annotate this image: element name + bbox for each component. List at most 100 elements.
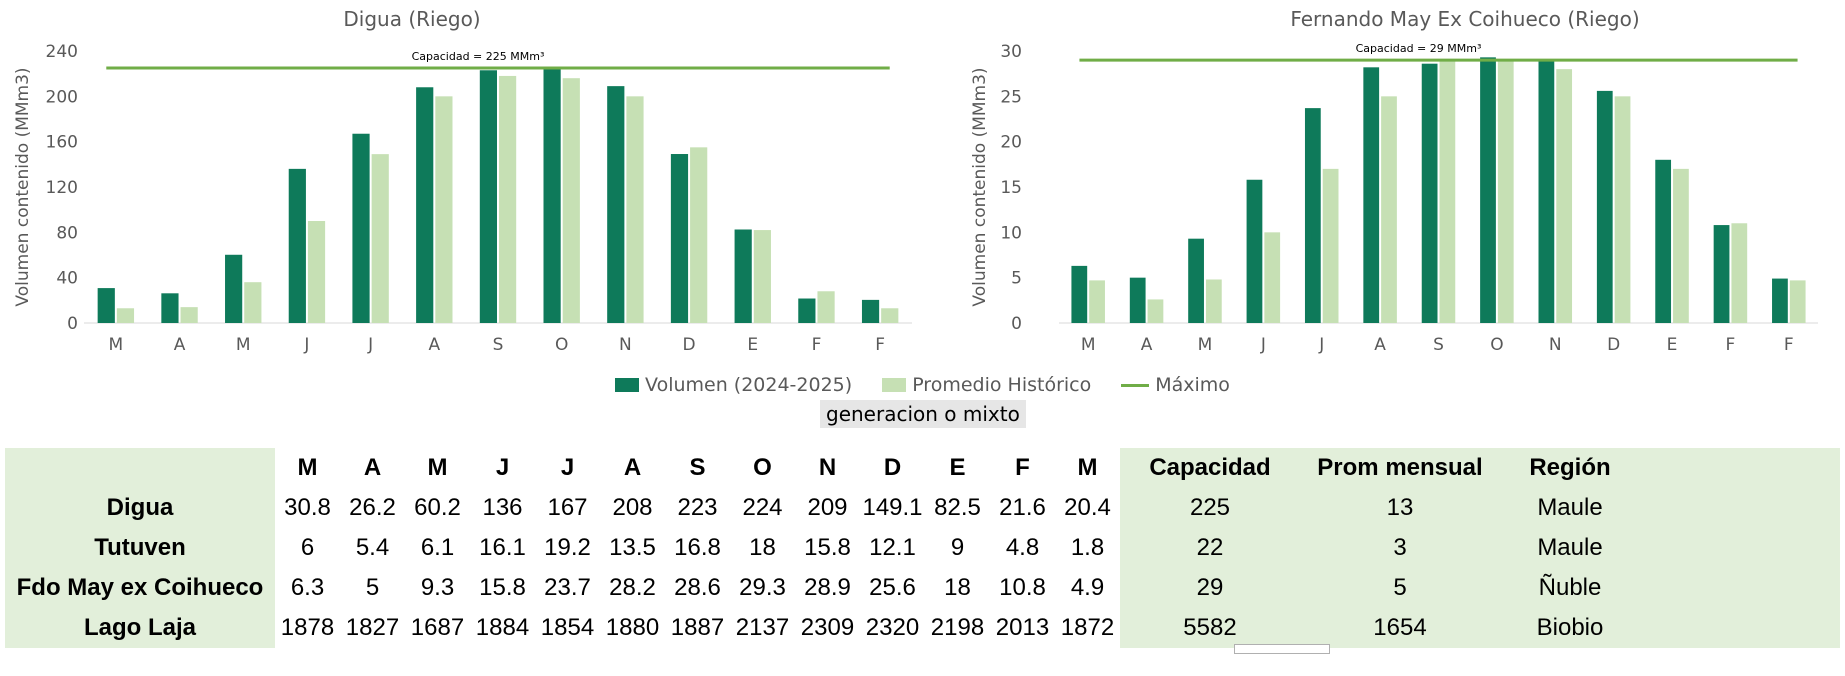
x-tick-label: J bbox=[303, 335, 309, 355]
table-cell: 4.9 bbox=[1055, 568, 1120, 608]
legend-swatch-volumen bbox=[615, 378, 640, 392]
y-tick-label: 5 bbox=[1011, 269, 1022, 289]
bar-volumen bbox=[1480, 57, 1496, 323]
table-cell: 4.8 bbox=[990, 528, 1055, 568]
table-cell: 10.8 bbox=[990, 568, 1055, 608]
bar-volumen bbox=[607, 86, 625, 323]
y-tick-label: 240 bbox=[46, 42, 78, 62]
table-cell: 136 bbox=[470, 488, 535, 528]
bar-promedio bbox=[1322, 168, 1339, 323]
table-header-cell: F bbox=[990, 448, 1055, 488]
table-cell: 2309 bbox=[795, 608, 860, 648]
bar-volumen bbox=[1246, 179, 1263, 323]
table-row-name: Fdo May ex Coihueco bbox=[16, 574, 264, 601]
cell-selection-box[interactable] bbox=[1234, 644, 1330, 654]
x-tick-label: N bbox=[1549, 335, 1562, 355]
table-header-cell: Capacidad bbox=[1149, 454, 1271, 481]
y-tick-label: 40 bbox=[56, 269, 78, 289]
legend-item-volumen: Volumen (2024-2025) bbox=[615, 374, 852, 396]
bar-volumen bbox=[1421, 63, 1438, 324]
table-cell: 22 bbox=[1196, 534, 1224, 561]
table-cell: 9.3 bbox=[405, 568, 470, 608]
bar-volumen bbox=[798, 298, 816, 323]
table-cell: 1654 bbox=[1373, 614, 1427, 641]
table-header-cell: M bbox=[275, 448, 340, 488]
table-header-cell: D bbox=[860, 448, 925, 488]
bar-promedio bbox=[1381, 96, 1397, 323]
table-cell: 12.1 bbox=[860, 528, 925, 568]
table-header-row: M A M J J A S O N D E F M Capacidad Prom mensual Región bbox=[5, 448, 1640, 488]
table-cell: 15.8 bbox=[795, 528, 860, 568]
table-cell: 2198 bbox=[925, 608, 990, 648]
bar-volumen bbox=[1188, 238, 1204, 323]
table-cell: 2013 bbox=[990, 608, 1055, 648]
table-cell: 5 bbox=[340, 568, 405, 608]
table-cell: 16.1 bbox=[470, 528, 535, 568]
bar-volumen bbox=[416, 87, 434, 324]
bar-volumen bbox=[543, 69, 561, 323]
x-tick-label: F bbox=[812, 335, 822, 355]
table-cell: 1872 bbox=[1055, 608, 1120, 648]
table-cell: 28.2 bbox=[600, 568, 665, 608]
table-cell: 208 bbox=[600, 488, 665, 528]
x-tick-label: D bbox=[1607, 335, 1620, 355]
data-table-wrapper: M A M J J A S O N D E F M Capacidad Prom mensual Región… bbox=[5, 448, 1840, 648]
max-line-label: Capacidad = 29 MMm³ bbox=[1356, 42, 1482, 55]
table-cell: 149.1 bbox=[860, 488, 925, 528]
max-line-label: Capacidad = 225 MMm³ bbox=[412, 50, 545, 63]
bar-promedio bbox=[1205, 279, 1222, 323]
bar-promedio bbox=[499, 75, 517, 323]
table-cell: 6 bbox=[275, 528, 340, 568]
table-cell: 5 bbox=[1393, 574, 1407, 601]
bar-volumen bbox=[1596, 90, 1613, 323]
table-cell: 15.8 bbox=[470, 568, 535, 608]
y-tick-label: 0 bbox=[67, 314, 78, 334]
chart-2: Fernando May Ex Coihueco (Riego) Volumen … bbox=[970, 7, 1818, 355]
table-cell: 20.4 bbox=[1055, 488, 1120, 528]
x-tick-label: J bbox=[1260, 335, 1266, 355]
x-tick-label: F bbox=[875, 335, 885, 355]
bar-promedio bbox=[562, 78, 580, 323]
y-axis-label: Volumen contenido (MMm3) bbox=[13, 67, 33, 306]
bar-promedio bbox=[180, 307, 198, 323]
note-label: generacion o mixto bbox=[820, 400, 1026, 428]
bar-volumen bbox=[1071, 265, 1088, 323]
table-header-cell: E bbox=[925, 448, 990, 488]
table-cell: 18 bbox=[925, 568, 990, 608]
y-tick-label: 80 bbox=[56, 223, 78, 243]
bar-promedio bbox=[1614, 96, 1631, 323]
y-tick-label: 0 bbox=[1011, 314, 1022, 334]
bar-volumen bbox=[225, 254, 243, 323]
bar-volumen bbox=[479, 70, 497, 324]
x-tick-label: M bbox=[1081, 335, 1096, 355]
table-header-corner bbox=[5, 448, 275, 488]
table-header-cell: A bbox=[600, 448, 665, 488]
table-header-cell: M bbox=[1055, 448, 1120, 488]
y-tick-label: 25 bbox=[1000, 87, 1022, 107]
table-cell: 5.4 bbox=[340, 528, 405, 568]
y-axis-label: Volumen contenido (MMm3) bbox=[970, 67, 990, 306]
x-tick-label: J bbox=[367, 335, 373, 355]
bar-volumen bbox=[734, 229, 752, 323]
bar-volumen bbox=[1772, 278, 1788, 323]
bar-volumen bbox=[1304, 108, 1321, 324]
y-tick-label: 20 bbox=[1000, 133, 1022, 153]
x-tick-label: M bbox=[109, 335, 124, 355]
legend-swatch-maximo bbox=[1121, 383, 1150, 387]
bar-promedio bbox=[690, 147, 708, 323]
table-cell: 28.9 bbox=[795, 568, 860, 608]
x-tick-label: A bbox=[1141, 335, 1153, 355]
table-row: Digua 30.8 26.2 60.2 136 167 208 223 224 209 149.1… bbox=[5, 488, 1640, 528]
bar-promedio bbox=[1556, 69, 1573, 323]
legend-label-maximo: Máximo bbox=[1155, 374, 1230, 396]
table-cell: 60.2 bbox=[405, 488, 470, 528]
bar-promedio bbox=[626, 96, 644, 323]
bar-promedio bbox=[1089, 280, 1105, 323]
bar-promedio bbox=[116, 308, 135, 323]
table-cell: 1878 bbox=[275, 608, 340, 648]
table-cell: 3 bbox=[1393, 534, 1407, 561]
table-cell: 29 bbox=[1196, 574, 1224, 601]
table-cell: 225 bbox=[1189, 494, 1231, 521]
table-cell: 28.6 bbox=[665, 568, 730, 608]
table-row: Lago Laja 1878 1827 1687 1884 1854 1880 1887 213… bbox=[5, 608, 1640, 648]
